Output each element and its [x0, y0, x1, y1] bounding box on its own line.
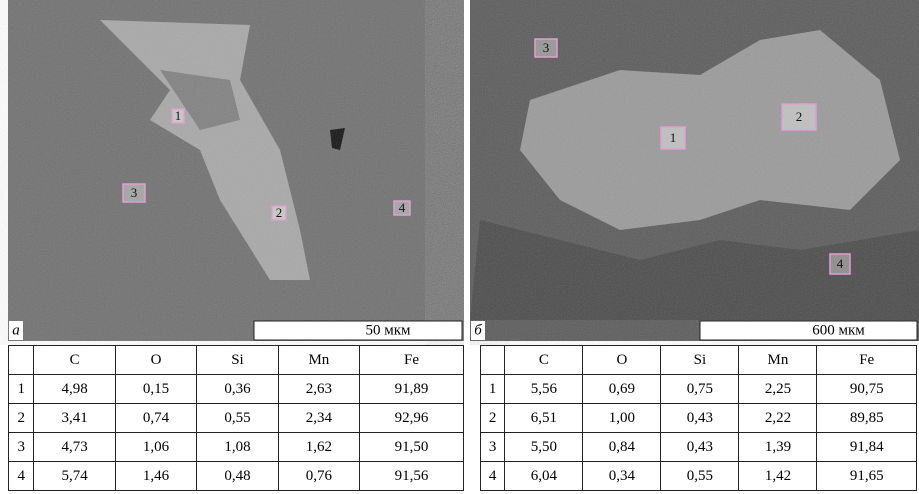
corner-cell — [9, 346, 34, 375]
table-cell: 1,39 — [739, 433, 817, 462]
corner-cell — [481, 346, 505, 375]
table-cell: 1,62 — [278, 433, 359, 462]
table-cell: 2,63 — [278, 375, 359, 404]
table-cell: 0,43 — [661, 433, 739, 462]
table-cell: 91,56 — [360, 462, 464, 491]
table-cell: 91,89 — [360, 375, 464, 404]
table-cell: 2,34 — [278, 404, 359, 433]
row-header: 4 — [481, 462, 505, 491]
panel-label: б — [474, 322, 482, 338]
table-cell: 91,65 — [817, 462, 917, 491]
column-header: O — [115, 346, 196, 375]
row-header: 1 — [481, 375, 505, 404]
table-cell: 6,04 — [505, 462, 583, 491]
table-cell: 5,56 — [505, 375, 583, 404]
column-header: C — [505, 346, 583, 375]
point-label: 1 — [175, 108, 182, 123]
table-cell: 0,74 — [115, 404, 196, 433]
table-cell: 2,22 — [739, 404, 817, 433]
column-header: Si — [661, 346, 739, 375]
divider — [464, 0, 470, 345]
point-label: 3 — [543, 40, 550, 55]
table-cell: 0,69 — [583, 375, 661, 404]
table-cell: 4,73 — [34, 433, 115, 462]
row-header: 4 — [9, 462, 34, 491]
table-cell: 0,76 — [278, 462, 359, 491]
table-cell: 5,74 — [34, 462, 115, 491]
table-cell: 92,96 — [360, 404, 464, 433]
point-label: 2 — [276, 205, 283, 220]
table-cell: 6,51 — [505, 404, 583, 433]
table-cell: 5,50 — [505, 433, 583, 462]
table-cell: 91,84 — [817, 433, 917, 462]
column-header: Fe — [817, 346, 917, 375]
table-cell: 1,42 — [739, 462, 817, 491]
column-header: Fe — [360, 346, 464, 375]
row-header: 3 — [481, 433, 505, 462]
table-cell: 1,46 — [115, 462, 196, 491]
row-header: 2 — [9, 404, 34, 433]
table-cell: 89,85 — [817, 404, 917, 433]
table-cell: 2,25 — [739, 375, 817, 404]
point-label: 4 — [837, 256, 844, 271]
column-header: Mn — [278, 346, 359, 375]
table-cell: 3,41 — [34, 404, 115, 433]
table-cell: 0,55 — [197, 404, 278, 433]
table-cell: 0,55 — [661, 462, 739, 491]
scale-bar-box — [254, 321, 462, 340]
table-cell: 0,36 — [197, 375, 278, 404]
table-cell: 0,34 — [583, 462, 661, 491]
table-cell: 0,43 — [661, 404, 739, 433]
row-header: 2 — [481, 404, 505, 433]
column-header: C — [34, 346, 115, 375]
table-cell: 1,06 — [115, 433, 196, 462]
micrographs: 1 2 3 4 а 50 мкм 1 2 3 4 б 600 мкм — [0, 0, 919, 345]
scale-bar-box — [700, 321, 917, 340]
panel-label: а — [12, 322, 20, 338]
micrograph-a — [8, 0, 464, 341]
column-header: Mn — [739, 346, 817, 375]
table-cell: 91,50 — [360, 433, 464, 462]
scale-bar-label: 600 мкм — [812, 322, 865, 338]
table-cell: 1,08 — [197, 433, 278, 462]
table-cell: 0,15 — [115, 375, 196, 404]
table-cell: 4,98 — [34, 375, 115, 404]
point-label: 3 — [131, 185, 138, 200]
point-label: 1 — [670, 130, 677, 145]
row-header: 1 — [9, 375, 34, 404]
table-cell: 0,48 — [197, 462, 278, 491]
column-header: O — [583, 346, 661, 375]
scale-bar-label: 50 мкм — [365, 322, 411, 338]
point-label: 2 — [796, 109, 803, 124]
table-cell: 0,84 — [583, 433, 661, 462]
table-cell: 0,75 — [661, 375, 739, 404]
point-label: 4 — [399, 200, 406, 215]
row-header: 3 — [9, 433, 34, 462]
page: 1234а50 мкм1234б600 мкм COSiMnFe14,980,1… — [0, 0, 919, 494]
table-cell: 90,75 — [817, 375, 917, 404]
column-header: Si — [197, 346, 278, 375]
table-cell: 1,00 — [583, 404, 661, 433]
